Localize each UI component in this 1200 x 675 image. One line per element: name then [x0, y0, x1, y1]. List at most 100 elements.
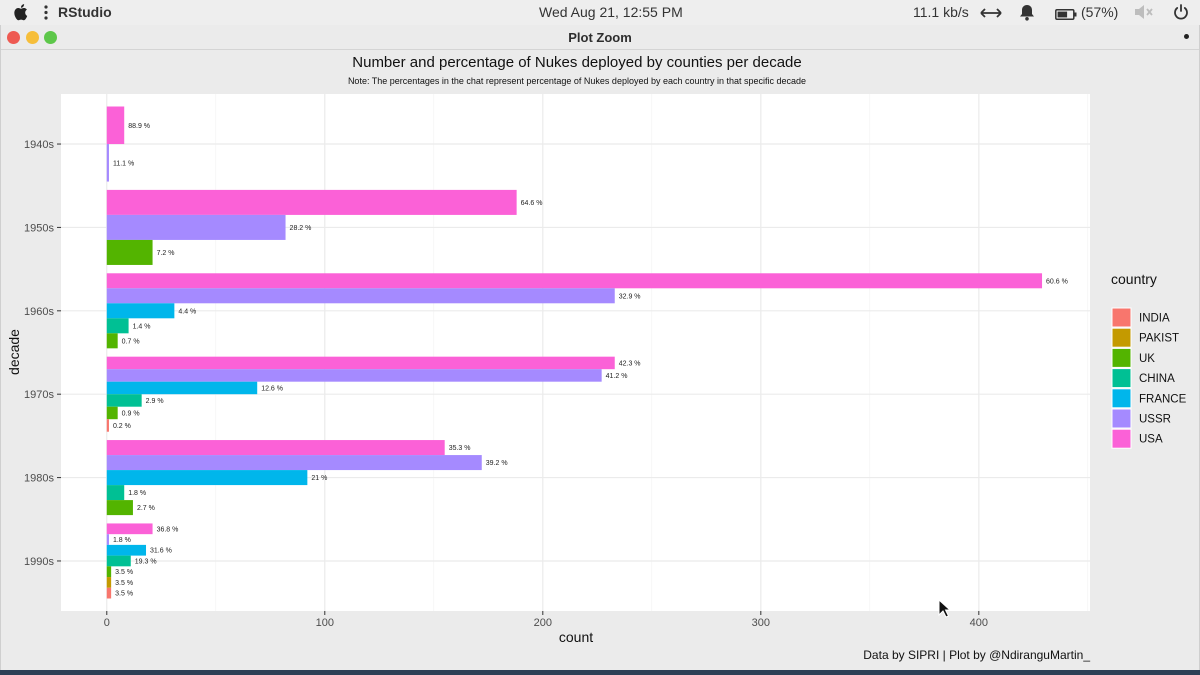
y-tick-label: 1950s: [24, 222, 54, 234]
chart-subtitle: Note: The percentages in the chat repres…: [348, 76, 806, 86]
bar-label: 1.4 %: [133, 323, 151, 330]
bar-label: 3.5 %: [115, 591, 133, 598]
x-axis: 0 100 200 300 400: [104, 611, 988, 629]
network-speed: 11.1 kb/s: [913, 4, 969, 20]
y-tick-label: 1990s: [24, 556, 54, 568]
bar-1980s-china: [106, 485, 125, 501]
x-axis-label: count: [559, 629, 593, 645]
legend: country INDIA PAKIST UK CHINA FRANCE USSR USA: [1111, 271, 1187, 449]
close-button[interactable]: [7, 31, 20, 44]
y-axis: 1940s 1950s 1960s 1970s 1980s 1990s: [24, 139, 61, 568]
bar-label: 4.4 %: [178, 308, 196, 315]
chart-title: Number and percentage of Nukes deployed …: [352, 54, 801, 71]
bars-group: [106, 106, 1043, 599]
legend-key-ussr: [1111, 408, 1132, 429]
bar-1970s-usa: [106, 356, 615, 370]
mouse-cursor-icon: [938, 598, 952, 618]
maximize-button[interactable]: [44, 31, 57, 44]
bar-1990s-france: [106, 544, 147, 556]
bar-1970s-ussr: [106, 369, 602, 382]
legend-key-india: [1111, 307, 1132, 328]
bar-label: 19.3 %: [135, 558, 157, 565]
x-tick-label: 400: [970, 617, 988, 629]
bar-label: 41.2 %: [606, 373, 628, 380]
clock[interactable]: Wed Aug 21, 12:55 PM: [539, 4, 683, 20]
legend-key-usa: [1111, 428, 1132, 449]
bar-1970s-china: [106, 394, 142, 407]
bar-1950s-usa: [106, 189, 517, 215]
y-tick-label: 1960s: [24, 306, 54, 318]
legend-label: PAKIST: [1139, 333, 1179, 345]
plot-area: Number and percentage of Nukes deployed …: [1, 50, 1199, 670]
bar-1950s-ussr: [106, 214, 286, 240]
bar-1990s-uk: [106, 566, 112, 578]
window-titlebar[interactable]: Plot Zoom: [1, 25, 1199, 50]
bar-label: 7.2 %: [157, 250, 175, 257]
x-tick-label: 200: [534, 617, 552, 629]
bar-1970s-uk: [106, 406, 118, 420]
bar-1950s-uk: [106, 239, 153, 265]
bar-label: 88.9 %: [128, 123, 150, 130]
bar-1990s-usa: [106, 523, 153, 535]
plot-zoom-window: Plot Zoom Number and percentage of Nukes…: [0, 25, 1200, 670]
bar-label: 3.5 %: [115, 580, 133, 587]
bar-label: 2.7 %: [137, 505, 155, 512]
menu-dots-icon[interactable]: [44, 5, 48, 23]
bar-label: 3.5 %: [115, 569, 133, 576]
bar-label: 12.6 %: [261, 385, 283, 392]
bar-1980s-france: [106, 470, 308, 486]
bar-label: 21 %: [311, 475, 327, 482]
legend-key-pakist: [1111, 327, 1132, 348]
bar-label: 31.6 %: [150, 548, 172, 555]
battery-icon[interactable]: [1055, 7, 1077, 23]
bar-1990s-ussr: [106, 534, 109, 545]
network-arrows-icon[interactable]: [980, 6, 1002, 22]
window-menu-dot-icon[interactable]: [1184, 34, 1189, 39]
legend-label: FRANCE: [1139, 393, 1187, 405]
legend-label: INDIA: [1139, 313, 1170, 325]
bar-1960s-usa: [106, 273, 1043, 289]
bar-label: 32.9 %: [619, 293, 641, 300]
bar-1940s-ussr: [106, 144, 109, 182]
apple-icon[interactable]: [14, 3, 30, 24]
bar-label: 35.3 %: [449, 445, 471, 452]
y-axis-label: decade: [6, 329, 22, 375]
nukes-bar-chart: Number and percentage of Nukes deployed …: [6, 54, 1187, 662]
legend-key-france: [1111, 388, 1132, 409]
legend-label: USSR: [1139, 414, 1171, 426]
bar-1990s-china: [106, 555, 131, 567]
power-icon[interactable]: [1173, 4, 1189, 23]
bar-1970s-india: [106, 419, 109, 432]
bar-label: 42.3 %: [619, 360, 641, 367]
bar-1960s-china: [106, 318, 129, 334]
window-title: Plot Zoom: [568, 30, 632, 45]
legend-label: UK: [1139, 353, 1155, 365]
x-tick-label: 0: [104, 617, 110, 629]
legend-title: country: [1111, 271, 1157, 287]
y-tick-label: 1980s: [24, 473, 54, 485]
bar-1980s-uk: [106, 500, 133, 516]
minimize-button[interactable]: [26, 31, 39, 44]
bar-label: 36.8 %: [157, 526, 179, 533]
bar-label: 1.8 %: [128, 490, 146, 497]
legend-label: CHINA: [1139, 373, 1175, 385]
bar-label: 0.7 %: [122, 338, 140, 345]
battery-percentage: (57%): [1081, 4, 1119, 20]
bar-label: 1.8 %: [113, 537, 131, 544]
chart-caption: Data by SIPRI | Plot by @NdiranguMartin_: [863, 648, 1090, 662]
bar-1980s-usa: [106, 440, 445, 456]
bar-1990s-india: [106, 587, 112, 599]
volume-muted-icon[interactable]: [1134, 4, 1154, 23]
bar-1960s-ussr: [106, 288, 615, 304]
bar-1970s-france: [106, 381, 258, 395]
x-tick-label: 300: [752, 617, 770, 629]
bar-1960s-uk: [106, 333, 118, 349]
bar-1990s-pakist: [106, 577, 112, 588]
bar-1960s-france: [106, 303, 175, 319]
bell-icon[interactable]: [1019, 4, 1035, 24]
app-name[interactable]: RStudio: [58, 4, 112, 20]
bar-1940s-usa: [106, 106, 125, 145]
y-tick-label: 1970s: [24, 389, 54, 401]
bar-label: 60.6 %: [1046, 278, 1068, 285]
bar-1980s-ussr: [106, 455, 482, 471]
